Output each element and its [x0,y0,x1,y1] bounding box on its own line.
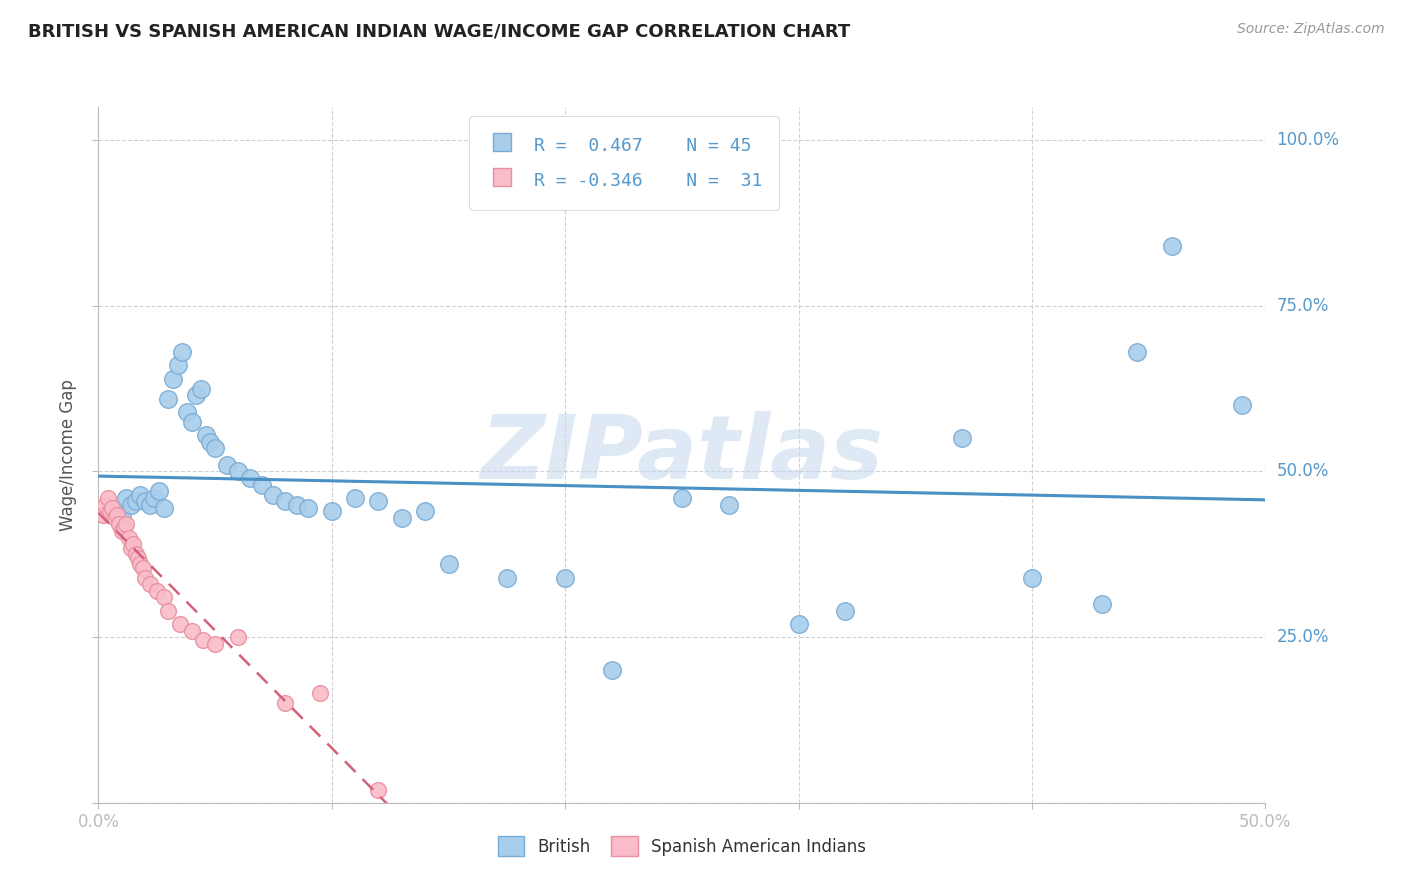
Point [172,345,194,359]
Text: 75.0%: 75.0% [1277,297,1329,315]
Point [98,504,121,518]
Point [132,560,155,574]
Point [834,604,856,618]
Point [180,624,202,638]
Point [193,633,215,648]
Point [111,524,134,538]
Point [157,604,180,618]
Point [176,405,198,419]
Point [194,428,217,442]
Point [169,616,191,631]
Text: 50.0%: 50.0% [1277,462,1329,481]
Text: 25.0%: 25.0% [1277,628,1329,646]
Point [413,504,436,518]
Point [1161,239,1184,253]
Point [437,558,460,572]
Point [129,488,152,502]
Point [717,498,740,512]
Point [600,663,623,677]
Point [134,494,156,508]
Point [321,504,343,518]
Point [162,372,184,386]
Point [115,491,138,505]
Point [285,498,308,512]
Point [120,541,142,555]
Point [125,494,148,508]
Point [112,521,135,535]
Point [152,500,174,515]
Point [262,488,284,502]
Point [105,508,128,522]
Point [309,686,332,700]
Point [204,442,226,456]
Text: ZIPatlas: ZIPatlas [481,411,883,499]
Point [554,570,576,584]
Point [671,491,693,505]
Point [297,500,319,515]
Point [787,616,810,631]
Point [1021,570,1043,584]
Point [204,637,226,651]
Point [94,498,117,512]
Point [344,491,367,505]
Point [1126,345,1149,359]
Point [101,500,124,515]
Point [97,491,120,505]
Point [104,511,127,525]
Point [139,577,162,591]
Point [146,583,169,598]
Point [115,517,138,532]
Point [120,498,142,512]
Point [127,550,149,565]
Point [186,388,208,402]
Point [250,477,273,491]
Point [166,359,188,373]
Point [108,517,131,532]
Y-axis label: Wage/Income Gap: Wage/Income Gap [59,379,77,531]
Text: 100.0%: 100.0% [1277,131,1340,149]
Point [143,491,166,505]
Point [134,570,156,584]
Point [91,508,114,522]
Point [274,494,297,508]
Point [111,508,134,522]
Point [239,471,262,485]
Legend: British, Spanish American Indians: British, Spanish American Indians [489,828,875,864]
Point [148,484,170,499]
Point [1091,597,1114,611]
Point [950,431,973,445]
Point [228,630,250,644]
Point [200,434,222,449]
Point [274,697,297,711]
Point [190,382,212,396]
Point [122,537,145,551]
Point [139,498,162,512]
Text: Source: ZipAtlas.com: Source: ZipAtlas.com [1237,22,1385,37]
Text: BRITISH VS SPANISH AMERICAN INDIAN WAGE/INCOME GAP CORRELATION CHART: BRITISH VS SPANISH AMERICAN INDIAN WAGE/… [28,22,851,40]
Point [125,547,148,561]
Point [228,465,250,479]
Point [1230,398,1253,412]
Point [118,531,141,545]
Point [180,415,202,429]
Point [367,782,389,797]
Point [129,558,152,572]
Point [157,392,180,406]
Point [495,570,517,584]
Point [152,591,174,605]
Point [215,458,238,472]
Point [367,494,389,508]
Point [391,511,413,525]
